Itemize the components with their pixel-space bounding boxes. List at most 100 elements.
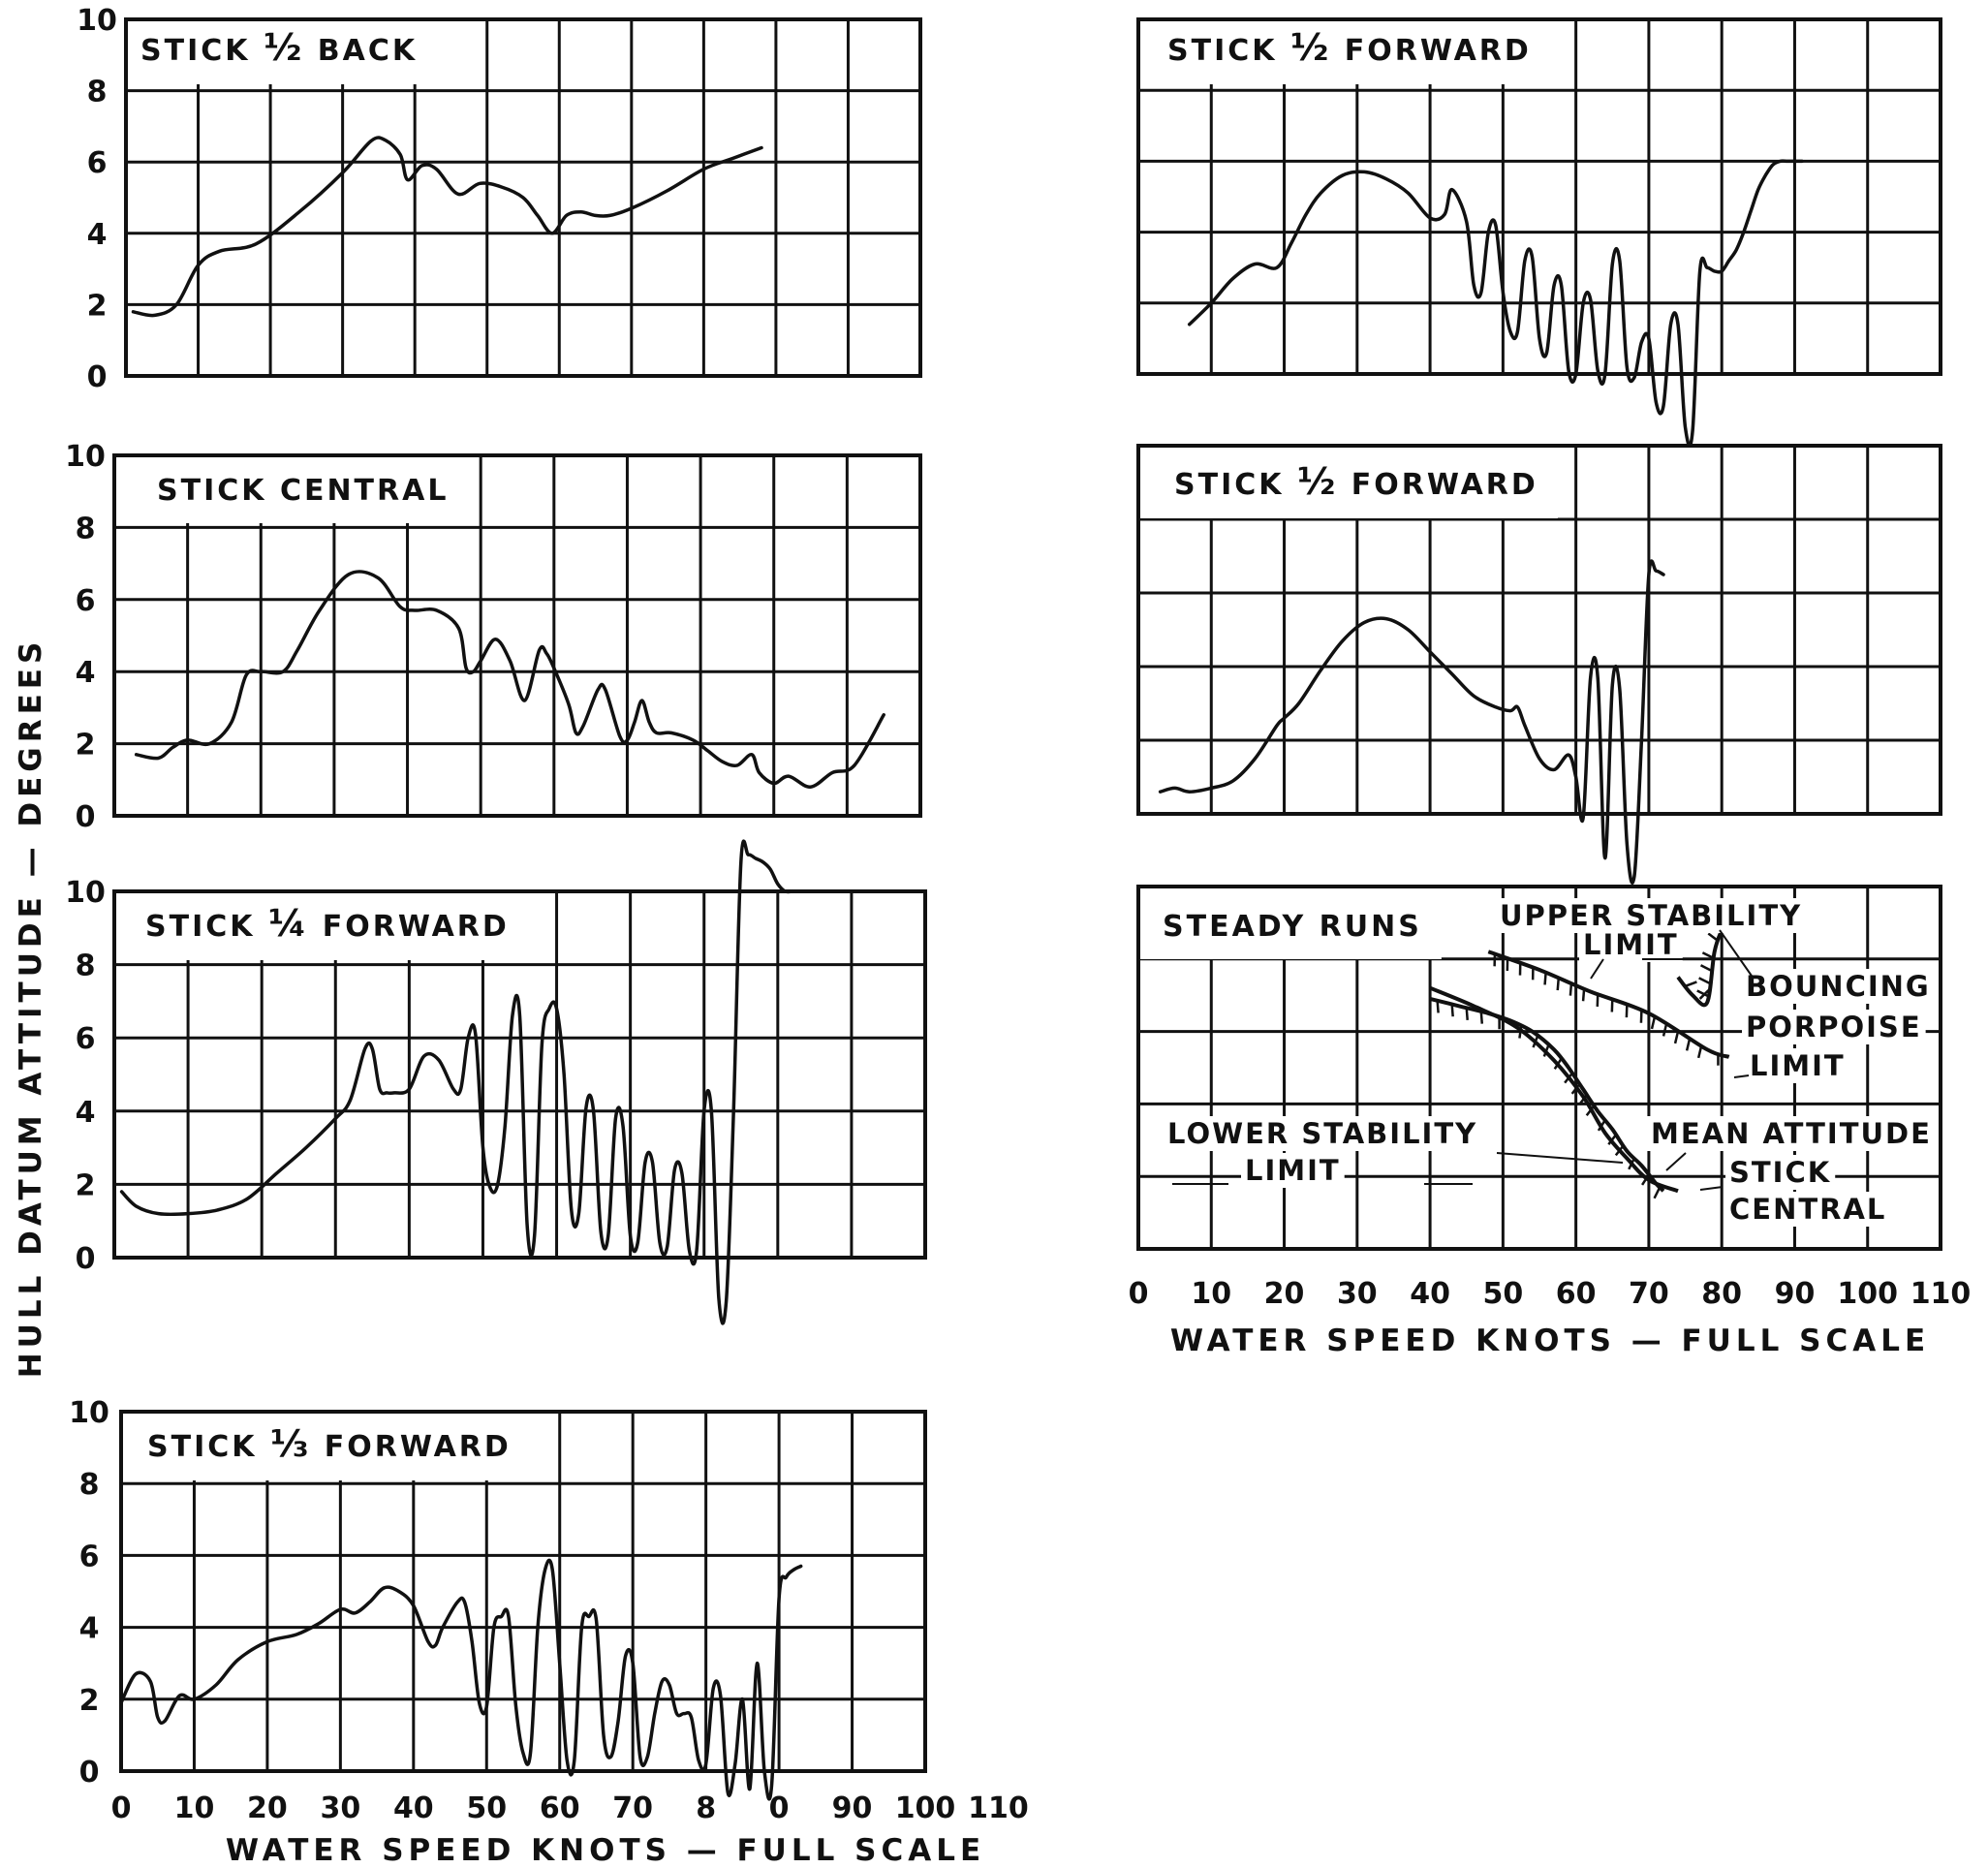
hatch-mark — [1628, 1157, 1635, 1170]
annotation-porpoise: PORPOISE — [1746, 1011, 1922, 1043]
title-part: FORWARD — [311, 1430, 512, 1464]
hatch-mark — [1465, 1008, 1469, 1020]
x-tick-label: 110 — [1910, 1277, 1972, 1311]
annotation-leader — [1719, 929, 1755, 980]
attitude-curve — [119, 1558, 803, 1801]
plot-frame — [1136, 885, 1942, 1251]
annotation-background — [1742, 1010, 1926, 1044]
title-background — [128, 21, 438, 84]
hatch-mark — [1518, 1025, 1523, 1039]
panel-title: STICK ½ FORWARD — [1174, 460, 1538, 503]
hatch-mark — [1698, 977, 1711, 985]
panel-title: STICK CENTRAL — [157, 474, 449, 508]
x-tick-label: 20 — [247, 1791, 288, 1825]
panel-left-3: STICK ¼ FORWARD 0 2 4 6 8 10 — [65, 839, 927, 1325]
hatch-mark — [1479, 1011, 1484, 1024]
title-background — [116, 893, 529, 960]
hatch-mark — [1707, 932, 1720, 943]
x-tick-label: 70 — [1629, 1277, 1669, 1311]
y-tick-label: 0 — [76, 1242, 96, 1276]
attitude-curve — [131, 136, 763, 318]
x-tick-label: 30 — [320, 1791, 360, 1825]
hatch-mark — [1607, 1134, 1618, 1145]
plot-frame — [1136, 444, 1942, 816]
annotation-leader — [1699, 1186, 1724, 1191]
annotation-background — [1725, 1192, 1891, 1227]
title-part: FORWARD — [1331, 34, 1532, 68]
plot-frame — [112, 889, 927, 1260]
y-tick-label: 10 — [65, 440, 106, 474]
y-tick-label: 6 — [76, 1022, 96, 1056]
x-tick-label: 20 — [1264, 1277, 1305, 1311]
title-part: STICK — [147, 1430, 270, 1464]
x-tick-label: 0 — [769, 1791, 790, 1825]
stability-curve — [1429, 996, 1665, 1193]
hatch-mark — [1569, 982, 1573, 996]
y-tick-label: 0 — [76, 800, 96, 834]
title-part: FORWARD — [309, 910, 510, 944]
x-tick-label: 100 — [1837, 1277, 1898, 1311]
annotation-leader — [1590, 958, 1604, 980]
plot-frame — [1136, 17, 1942, 376]
annotation-mean-attitude: MEAN ATTITUDE — [1651, 1117, 1932, 1150]
x-tick-label: 0 — [111, 1791, 132, 1825]
panel-title: STEADY RUNS — [1163, 910, 1422, 944]
stability-curve — [1487, 950, 1730, 1059]
hatch-mark — [1450, 1004, 1454, 1017]
hatch-mark — [1685, 1038, 1692, 1051]
y-tick-label: 2 — [87, 289, 108, 323]
hatch-mark — [1696, 989, 1709, 998]
x-tick-label: 100 — [895, 1791, 956, 1825]
hatch-mark — [1650, 1016, 1657, 1030]
y-tick-label: 0 — [79, 1756, 100, 1790]
x-axis-label: WATER SPEED KNOTS — FULL SCALE — [1170, 1323, 1930, 1358]
x-tick-label: 40 — [393, 1791, 434, 1825]
stability-curve — [1676, 929, 1724, 1008]
hatch-mark — [1553, 1057, 1563, 1070]
y-tick-label: 2 — [76, 1168, 96, 1202]
title-part: ⅓ — [270, 1422, 311, 1465]
annotation-upper-limit: LIMIT — [1583, 928, 1679, 961]
y-tick-label: 6 — [87, 146, 108, 180]
hatch-mark — [1543, 972, 1547, 985]
title-background — [116, 457, 469, 523]
hatch-mark — [1556, 978, 1561, 991]
y-tick-label: 4 — [76, 1096, 96, 1130]
x-tick-label: 10 — [1191, 1277, 1231, 1311]
y-axis-label: HULL DATUM ATTITUDE — DEGREES — [14, 638, 48, 1379]
y-tick-label: 8 — [87, 76, 108, 109]
hatch-mark — [1570, 1083, 1581, 1095]
y-tick-label: 6 — [79, 1540, 100, 1573]
annotation-leader — [1665, 1152, 1687, 1171]
title-background — [123, 1414, 531, 1480]
annotation-background — [1164, 1116, 1482, 1151]
attitude-curve — [134, 570, 885, 789]
hatch-mark — [1701, 951, 1715, 959]
y-tick-label: 4 — [87, 218, 108, 252]
annotation-lower-limit: LIMIT — [1245, 1154, 1341, 1187]
y-tick-label: 0 — [87, 360, 108, 394]
x-tick-label: 50 — [466, 1791, 507, 1825]
hatch-mark — [1597, 1119, 1606, 1132]
annotation-leader — [1496, 1152, 1624, 1164]
title-part: ½ — [264, 26, 304, 69]
x-tick-label: 50 — [1482, 1277, 1523, 1311]
attitude-curve — [1187, 159, 1804, 448]
annotation-bouncing-limit: LIMIT — [1750, 1049, 1846, 1082]
hatch-mark — [1699, 964, 1713, 973]
hatch-mark — [1578, 1094, 1588, 1105]
title-part: ½ — [1297, 460, 1338, 503]
panel-title: STICK ⅓ FORWARD — [147, 1422, 512, 1465]
annotation-background — [1725, 1155, 1836, 1190]
x-tick-label: 8 — [696, 1791, 716, 1825]
annotation-background — [1579, 927, 1683, 962]
annotation-central: CENTRAL — [1729, 1193, 1886, 1226]
hatch-mark — [1653, 1186, 1662, 1199]
annotation-background — [1647, 1116, 1936, 1151]
title-background — [1140, 21, 1551, 84]
y-tick-label: 8 — [76, 950, 96, 983]
plot-frame — [124, 17, 922, 378]
x-tick-label: 60 — [540, 1791, 580, 1825]
hatch-mark — [1614, 1144, 1625, 1157]
